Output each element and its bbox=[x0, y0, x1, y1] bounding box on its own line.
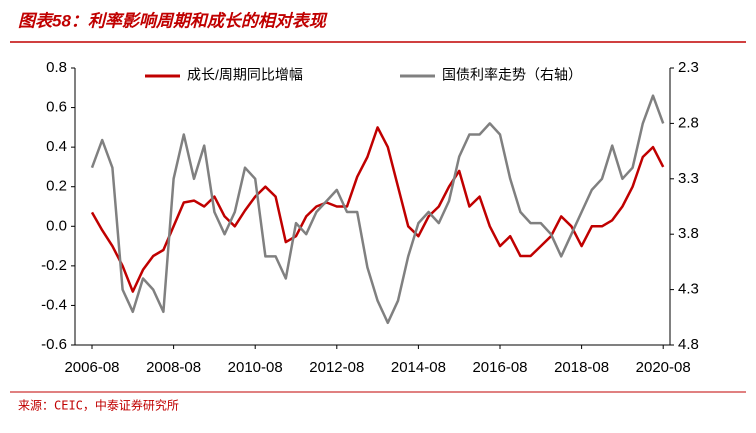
y2-tick-label: 2.3 bbox=[678, 59, 699, 76]
y-tick-label: 0.2 bbox=[46, 178, 67, 195]
chart-title: 图表58：利率影响周期和成长的相对表现 bbox=[18, 11, 328, 30]
series-line bbox=[90, 94, 665, 325]
legend-label: 成长/周期同比增幅 bbox=[187, 67, 303, 83]
y2-tick-label: 4.8 bbox=[678, 336, 699, 353]
legend-label: 国债利率走势（右轴） bbox=[442, 67, 582, 83]
source: 来源：CEIC，中泰证券研究所 bbox=[18, 398, 179, 413]
y-tick-label: 0.4 bbox=[46, 138, 67, 155]
y-tick-label: 0.8 bbox=[46, 59, 67, 76]
x-tick-label: 2010-08 bbox=[228, 359, 283, 376]
x-tick-label: 2018-08 bbox=[554, 359, 609, 376]
x-tick-label: 2008-08 bbox=[146, 359, 201, 376]
y-tick-label: -0.6 bbox=[41, 336, 67, 353]
y-tick-label: -0.2 bbox=[41, 257, 67, 274]
y2-tick-label: 3.3 bbox=[678, 170, 699, 187]
y-tick-label: -0.4 bbox=[41, 296, 67, 313]
y-tick-label: 0.0 bbox=[46, 217, 67, 234]
y2-tick-label: 2.8 bbox=[678, 114, 699, 131]
x-tick-label: 2006-08 bbox=[64, 359, 119, 376]
y2-tick-label: 4.3 bbox=[678, 281, 699, 298]
x-tick-label: 2012-08 bbox=[309, 359, 364, 376]
series-line bbox=[90, 126, 665, 293]
y2-tick-label: 3.8 bbox=[678, 225, 699, 242]
x-tick-label: 2016-08 bbox=[472, 359, 527, 376]
x-tick-label: 2014-08 bbox=[391, 359, 446, 376]
y-tick-label: 0.6 bbox=[46, 99, 67, 116]
x-tick-label: 2020-08 bbox=[636, 359, 691, 376]
